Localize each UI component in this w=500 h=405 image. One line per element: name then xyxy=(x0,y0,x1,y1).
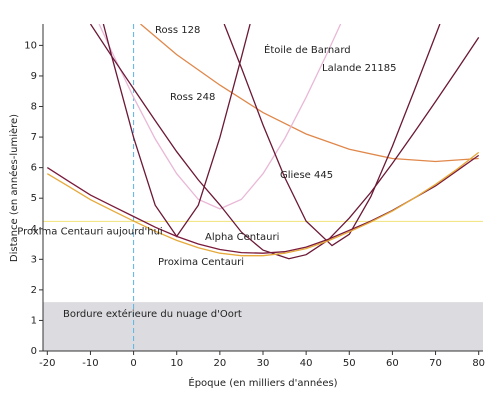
x-tick-label: 70 xyxy=(429,358,442,369)
series-label: Étoile de Barnard xyxy=(264,43,351,56)
series-line xyxy=(98,24,342,210)
plot-area xyxy=(43,24,483,351)
series-label: Lalande 21185 xyxy=(322,63,396,74)
x-tick-label: 50 xyxy=(343,358,356,369)
series-label: Gliese 445 xyxy=(280,170,333,181)
x-tick-label: 10 xyxy=(170,358,183,369)
y-tick-label: 4 xyxy=(31,224,37,235)
series-line xyxy=(46,151,480,257)
y-tick-label: 7 xyxy=(31,132,37,143)
y-tick-label: 6 xyxy=(31,163,37,174)
x-tick-label: 0 xyxy=(130,358,136,369)
y-axis-label: Distance (en années-lumière) xyxy=(8,114,20,262)
y-tick-label: 0 xyxy=(31,346,37,357)
x-tick-label: 80 xyxy=(472,358,485,369)
series-label: Ross 128 xyxy=(155,25,200,36)
series-label: Ross 248 xyxy=(170,92,215,103)
y-tick-label: 2 xyxy=(31,285,37,296)
x-tick-label: 40 xyxy=(300,358,313,369)
x-tick-label: 20 xyxy=(213,358,226,369)
y-tick-label: 9 xyxy=(31,71,37,82)
x-tick-label: -20 xyxy=(39,358,55,369)
series-line xyxy=(89,24,480,260)
x-axis-label: Époque (en milliers d'années) xyxy=(188,376,337,389)
y-tick-label: 8 xyxy=(31,102,37,113)
band-label: Bordure extérieure du nuage d'Oort xyxy=(63,308,242,320)
series-label: Proxima Centauri xyxy=(158,257,244,268)
reference-label: Proxima Centauri aujourd'hui xyxy=(17,226,162,237)
y-tick-label: 5 xyxy=(31,193,37,204)
y-tick-label: 1 xyxy=(31,315,37,326)
series-line xyxy=(223,24,441,247)
series-line xyxy=(140,24,479,163)
x-tick-label: 30 xyxy=(257,358,270,369)
x-tick-label: 60 xyxy=(386,358,399,369)
oort-band xyxy=(43,302,483,351)
series-label: Alpha Centauri xyxy=(205,232,279,243)
series-line xyxy=(102,24,251,238)
x-tick-label: -10 xyxy=(82,358,98,369)
y-tick-label: 3 xyxy=(31,254,37,265)
y-tick-label: 10 xyxy=(24,40,37,51)
